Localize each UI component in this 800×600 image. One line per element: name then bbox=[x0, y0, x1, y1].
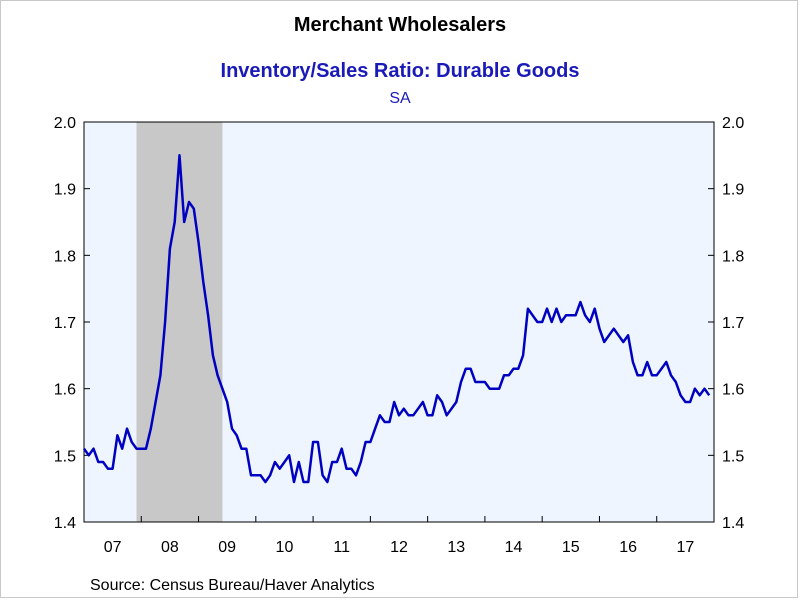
chart-source: Source: Census Bureau/Haver Analytics bbox=[90, 577, 375, 594]
x-tick-label: 14 bbox=[505, 539, 523, 556]
y-tick-label-left: 1.6 bbox=[54, 382, 76, 399]
x-tick-label: 07 bbox=[104, 539, 122, 556]
y-tick-label-left: 1.7 bbox=[54, 315, 76, 332]
x-tick-label: 08 bbox=[161, 539, 179, 556]
y-tick-label-right: 1.5 bbox=[722, 448, 744, 465]
y-tick-label-left: 1.8 bbox=[54, 248, 76, 265]
y-tick-label-right: 2.0 bbox=[722, 115, 744, 132]
y-tick-label-right: 1.8 bbox=[722, 248, 744, 265]
y-tick-label-right: 1.6 bbox=[722, 382, 744, 399]
x-tick-label: 15 bbox=[562, 539, 580, 556]
x-tick-label: 09 bbox=[218, 539, 236, 556]
chart-note: SA bbox=[389, 90, 411, 107]
x-tick-label: 10 bbox=[276, 539, 294, 556]
x-tick-label: 11 bbox=[333, 539, 350, 556]
chart-subtitle: Inventory/Sales Ratio: Durable Goods bbox=[220, 60, 580, 82]
y-tick-label-right: 1.7 bbox=[722, 315, 744, 332]
y-tick-label-left: 2.0 bbox=[54, 115, 76, 132]
chart-title: Merchant Wholesalers bbox=[293, 14, 507, 36]
x-tick-label: 17 bbox=[676, 539, 694, 556]
y-tick-label-right: 1.4 bbox=[722, 515, 744, 532]
y-tick-label-left: 1.9 bbox=[54, 182, 76, 199]
y-tick-label-right: 1.9 bbox=[722, 182, 744, 199]
x-tick-label: 13 bbox=[447, 539, 465, 556]
y-tick-label-left: 1.5 bbox=[54, 448, 76, 465]
x-tick-label: 16 bbox=[619, 539, 637, 556]
series-line bbox=[82, 154, 711, 484]
y-tick-label-left: 1.4 bbox=[54, 515, 76, 532]
x-tick-label: 12 bbox=[390, 539, 408, 556]
